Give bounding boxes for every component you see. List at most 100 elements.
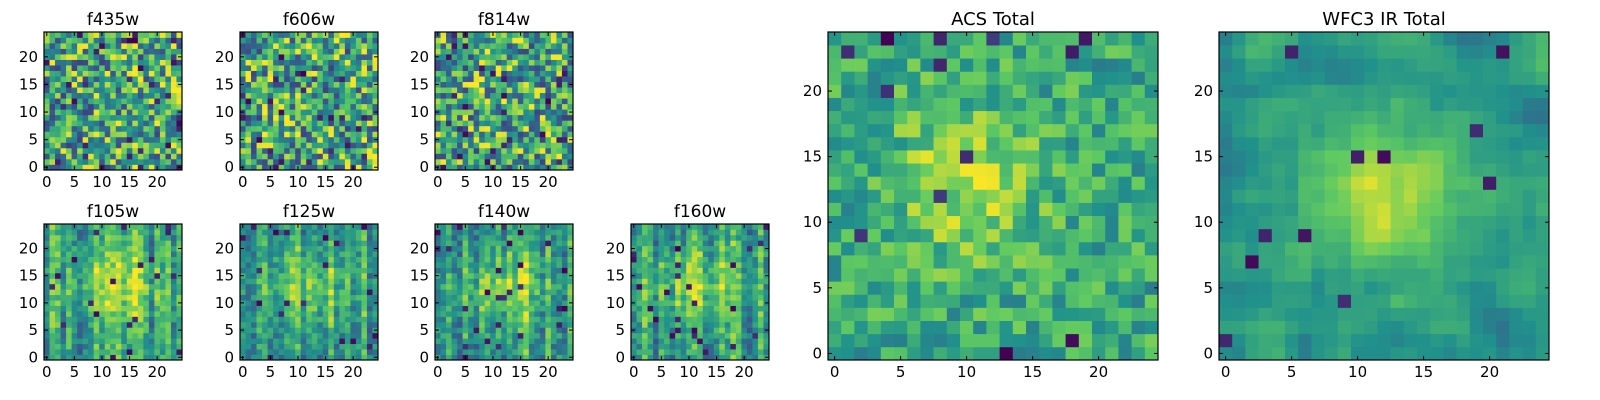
heatmap-cell (372, 278, 379, 285)
heatmap-cell (691, 224, 698, 230)
heatmap-cell (126, 59, 133, 66)
heatmap-cell (702, 321, 709, 328)
heatmap-cell (306, 300, 313, 306)
heatmap-cell (907, 189, 921, 203)
heatmap-cell (262, 272, 268, 279)
heatmap-cell (355, 240, 362, 247)
heatmap-cell (55, 92, 61, 99)
heatmap-cell (344, 256, 351, 263)
heatmap-cell (245, 305, 252, 312)
heatmap-cell (440, 305, 447, 312)
heatmap-cell (93, 240, 100, 247)
heatmap-cell (77, 262, 83, 268)
heatmap-cell (289, 300, 296, 306)
heatmap-cell (300, 294, 307, 301)
heatmap-cell (664, 278, 670, 285)
heatmap-cell (49, 120, 56, 127)
heatmap-cell (658, 300, 665, 306)
heatmap-cell (675, 289, 682, 296)
heatmap-cell (757, 272, 764, 279)
heatmap-cell (724, 338, 731, 345)
heatmap-cell (344, 240, 351, 247)
heatmap-cell (1092, 346, 1106, 361)
heatmap-cell (300, 251, 307, 257)
heatmap-cell (284, 158, 291, 165)
heatmap-cell (93, 311, 100, 317)
heatmap-cell (126, 316, 133, 323)
heatmap-cell (523, 229, 530, 236)
heatmap-cell (512, 136, 519, 143)
heatmap-cell (137, 224, 144, 230)
heatmap-cell (300, 256, 307, 263)
heatmap-cell (88, 316, 95, 323)
heatmap-cell (567, 92, 574, 99)
heatmap-cell (322, 81, 329, 88)
heatmap-cell (317, 338, 324, 345)
heatmap-cell (435, 343, 441, 350)
heatmap-cell (867, 281, 882, 295)
heatmap-cell (468, 131, 474, 138)
heatmap-cell (143, 65, 150, 71)
heatmap-cell (366, 251, 373, 257)
heatmap-cell (49, 272, 56, 279)
heatmap-cell (284, 229, 291, 236)
heatmap-cell (462, 289, 469, 296)
heatmap-cell (741, 300, 748, 306)
heatmap-cell (154, 294, 161, 301)
heatmap-cell (240, 158, 246, 165)
heatmap-cell (262, 103, 268, 110)
heatmap-cell (66, 81, 72, 88)
heatmap-cell (523, 338, 530, 345)
heatmap-cell (457, 305, 463, 312)
heatmap-cell (322, 272, 329, 279)
heatmap-cell (311, 256, 318, 263)
heatmap-cell (680, 289, 687, 296)
heatmap-cell (148, 37, 155, 44)
heatmap-cell (355, 92, 362, 99)
heatmap-cell (317, 43, 324, 49)
heatmap-cell (60, 338, 67, 345)
heatmap-cell (534, 349, 541, 355)
heatmap-cell (289, 158, 296, 165)
heatmap-cell (534, 92, 541, 99)
heatmap-cell (137, 109, 144, 116)
heatmap-cell (110, 256, 117, 263)
heatmap-cell (355, 262, 362, 268)
heatmap-cell (137, 76, 144, 83)
heatmap-cell (355, 305, 362, 312)
heatmap-cell (256, 321, 263, 328)
heatmap-cell (82, 278, 89, 285)
heatmap-cell (473, 43, 480, 49)
heatmap-cell (88, 136, 95, 143)
heatmap-cell (245, 294, 252, 301)
heatmap-cell (702, 305, 709, 312)
heatmap-cell (719, 278, 726, 285)
heatmap-cell (99, 153, 106, 160)
heatmap-cell (506, 70, 513, 77)
heatmap-cell (137, 316, 144, 323)
heatmap-cell (344, 76, 351, 83)
heatmap-cell (1144, 294, 1159, 308)
heatmap-cell (757, 300, 764, 306)
heatmap-cell (658, 245, 665, 252)
heatmap-cell (451, 283, 458, 290)
heatmap-cell (697, 283, 704, 290)
heatmap-cell (267, 305, 274, 312)
heatmap-cell (669, 262, 676, 268)
heatmap-cell (311, 125, 318, 132)
heatmap-cell (339, 294, 346, 301)
heatmap-cell (724, 311, 731, 317)
heatmap-cell (170, 321, 177, 328)
heatmap-cell (262, 294, 268, 301)
heatmap-cell (262, 65, 268, 71)
heatmap-cell (517, 251, 524, 257)
heatmap-cell (664, 316, 670, 323)
heatmap-cell (686, 240, 693, 247)
heatmap-cell (355, 136, 362, 143)
heatmap-cell (545, 316, 552, 323)
heatmap-cell (88, 81, 95, 88)
heatmap-cell (653, 338, 659, 345)
heatmap-cell (99, 81, 106, 88)
heatmap-cell (159, 59, 166, 66)
heatmap-cell (71, 131, 78, 138)
